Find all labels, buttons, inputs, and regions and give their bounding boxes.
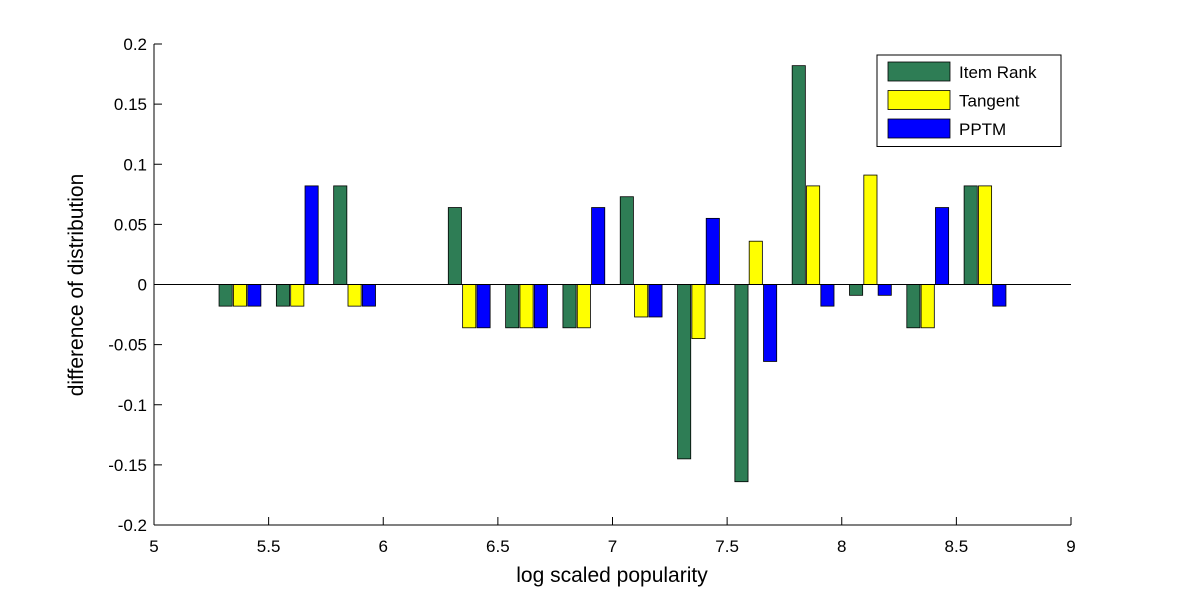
bar-item-rank <box>447 207 462 285</box>
legend-label: Item Rank <box>959 63 1037 82</box>
bar-item-rank <box>906 284 921 329</box>
x-tick-label: 8 <box>837 537 846 556</box>
x-tick-label: 7 <box>608 537 617 556</box>
bar-pptm <box>591 207 606 285</box>
bar-item-rank <box>963 185 978 285</box>
x-tick-label: 5 <box>149 537 158 556</box>
bar-item-rank <box>849 284 864 296</box>
bar-item-rank <box>619 196 634 285</box>
legend-label: Tangent <box>959 92 1020 111</box>
bar-item-rank <box>505 284 520 329</box>
bar-tangent <box>806 185 821 285</box>
axes-group: 5 5.5 6 6.5 7 7.5 8 8.5 9 -0.2 -0.15 -0.1 -0.05 0 0.05… <box>108 35 1075 556</box>
bar-pptm <box>877 284 892 296</box>
bar-tangent <box>290 284 305 307</box>
bar-tangent <box>634 284 649 318</box>
bar-item-rank <box>562 284 577 329</box>
y-tick-label: -0.05 <box>108 336 147 355</box>
y-tick-label: -0.1 <box>118 396 147 415</box>
y-tick-label: -0.2 <box>118 516 147 535</box>
legend-swatch <box>887 90 951 110</box>
y-tick-label: 0.2 <box>123 35 147 54</box>
bar-pptm <box>648 284 663 318</box>
bar-pptm <box>820 284 835 307</box>
x-tick-label: 9 <box>1066 537 1075 556</box>
bar-item-rank <box>791 65 806 285</box>
y-tick-label: 0.05 <box>114 215 147 234</box>
bar-pptm <box>935 207 950 285</box>
bar-pptm <box>763 284 778 362</box>
bar-tangent <box>519 284 534 329</box>
y-tick-label: 0.1 <box>123 155 147 174</box>
bar-item-rank <box>333 185 348 285</box>
y-tick-label: 0 <box>138 276 147 295</box>
bar-pptm <box>304 185 319 285</box>
bar-tangent <box>863 174 878 285</box>
bar-pptm <box>247 284 262 307</box>
legend-swatch <box>887 61 951 82</box>
x-tick-label: 6.5 <box>486 537 510 556</box>
x-tick-label: 8.5 <box>945 537 969 556</box>
bar-item-rank <box>677 284 692 460</box>
bar-tangent <box>576 284 591 329</box>
y-tick-label: -0.15 <box>108 456 147 475</box>
bar-pptm <box>992 284 1007 307</box>
legend: Item Rank Tangent PPTM <box>876 54 1062 147</box>
bar-pptm <box>361 284 376 307</box>
bar-tangent <box>691 284 706 340</box>
bar-item-rank <box>218 284 233 307</box>
bars-group <box>218 65 1007 483</box>
bar-tangent <box>462 284 477 329</box>
y-tick-label: 0.15 <box>114 95 147 114</box>
bar-pptm <box>705 217 720 285</box>
bar-tangent <box>748 240 763 285</box>
y-axis-title: difference of distribution <box>65 174 88 397</box>
x-tick-label: 5.5 <box>257 537 281 556</box>
x-tick-label: 6 <box>379 537 388 556</box>
bar-tangent <box>232 284 247 307</box>
legend-swatch <box>887 118 951 139</box>
bar-pptm <box>533 284 548 329</box>
bar-tangent <box>978 185 993 285</box>
bar-tangent <box>347 284 362 307</box>
bar-tangent <box>920 284 935 329</box>
x-axis-title: log scaled popularity <box>516 564 708 587</box>
x-tick-label: 7.5 <box>715 537 739 556</box>
bar-pptm <box>476 284 491 329</box>
bar-item-rank <box>275 284 290 307</box>
bar-item-rank <box>734 284 749 483</box>
legend-label: PPTM <box>959 120 1006 139</box>
